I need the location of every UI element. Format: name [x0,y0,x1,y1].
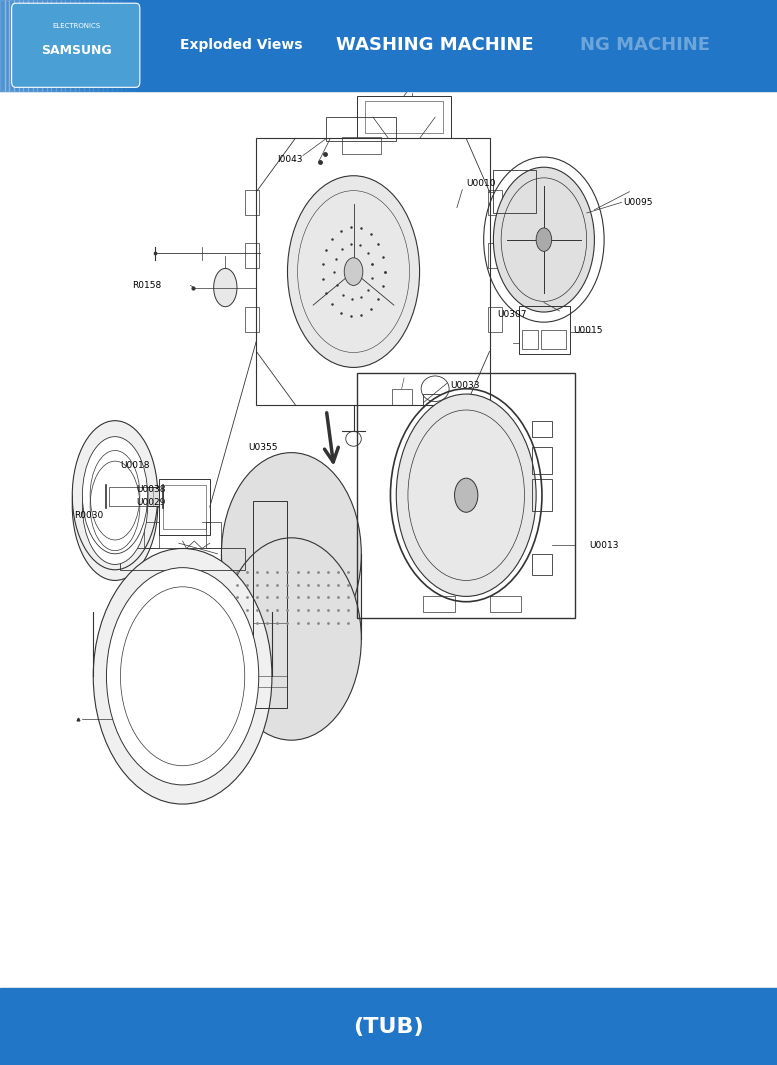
Text: U0015: U0015 [573,326,603,334]
Bar [488,190,502,215]
Ellipse shape [214,268,237,307]
Ellipse shape [493,167,594,312]
Text: U0307: U0307 [497,310,527,318]
Ellipse shape [82,447,148,564]
Bar [0,988,777,1065]
Bar [70,0,75,91]
Bar [103,0,107,91]
Ellipse shape [287,176,420,367]
FancyBboxPatch shape [12,3,140,87]
Bar [131,0,135,91]
Ellipse shape [536,228,552,251]
Bar [392,389,412,405]
Text: I0043: I0043 [277,155,303,164]
Ellipse shape [455,478,478,512]
Bar [42,0,47,91]
Bar [109,487,159,506]
Text: U0010: U0010 [466,179,496,187]
Bar [490,596,521,612]
Bar [33,0,37,91]
Bar [84,0,89,91]
Ellipse shape [93,548,272,804]
Text: WASHING MACHINE: WASHING MACHINE [336,36,534,54]
Bar [9,0,14,91]
Bar [423,596,455,612]
Text: NG MACHINE: NG MACHINE [580,36,710,54]
Bar [541,330,566,349]
Text: SAMSUNG: SAMSUNG [41,44,111,58]
Text: U0033: U0033 [451,381,480,390]
Bar [245,307,259,332]
Bar [47,0,51,91]
Bar [488,243,502,268]
Text: U0355: U0355 [249,443,278,452]
Bar [135,0,140,91]
Text: Exploded Views: Exploded Views [179,38,302,52]
Bar [0,0,5,91]
Bar [107,0,112,91]
Bar [79,0,84,91]
Text: R0030: R0030 [74,511,103,520]
Bar [14,0,19,91]
Ellipse shape [106,568,259,785]
Text: U0038: U0038 [136,486,166,494]
Ellipse shape [72,431,158,580]
Ellipse shape [221,453,361,655]
Bar [109,487,159,506]
Text: R0158: R0158 [132,281,162,290]
Bar [75,0,79,91]
Text: U0095: U0095 [623,198,653,207]
Bar [159,479,210,535]
Bar [532,554,552,575]
Bar [56,0,61,91]
Bar [19,0,23,91]
Text: U0355: U0355 [397,84,427,93]
Bar [365,101,443,133]
Text: (TUB): (TUB) [354,1017,423,1036]
Bar [519,306,570,354]
Bar [357,373,575,618]
Bar [112,0,117,91]
Bar [256,138,490,405]
Bar [120,548,245,570]
Ellipse shape [82,437,148,554]
Bar [51,0,56,91]
Bar [163,485,206,529]
Bar [488,307,502,332]
Bar [253,501,287,708]
Bar [522,330,538,349]
Ellipse shape [72,421,158,570]
Bar [532,479,552,511]
Bar [23,0,28,91]
Bar [117,0,121,91]
Text: U0013: U0013 [589,541,618,550]
Bar [357,96,451,138]
Text: ELECTRONICS: ELECTRONICS [52,23,100,29]
Bar [342,137,381,154]
Bar [93,0,98,91]
Bar [89,0,93,91]
Bar [28,0,33,91]
Bar [126,0,131,91]
Bar [37,0,42,91]
Bar [121,0,126,91]
Bar [61,0,65,91]
Bar [206,522,221,548]
Bar [98,0,103,91]
Bar [532,447,552,474]
Bar [326,117,396,141]
Ellipse shape [396,394,536,596]
Text: U0029: U0029 [136,498,166,507]
Bar [493,170,536,213]
Bar [5,0,9,91]
Bar [65,0,70,91]
Bar [144,522,159,548]
Bar [245,190,259,215]
Ellipse shape [221,538,361,740]
Bar [245,243,259,268]
Bar [0,0,777,91]
Ellipse shape [344,258,363,285]
Bar [532,421,552,437]
Text: U0018: U0018 [120,461,150,470]
